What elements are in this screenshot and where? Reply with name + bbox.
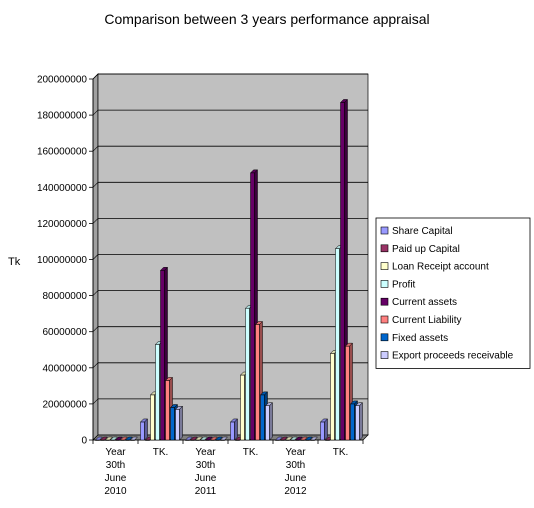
gridline-side — [92, 362, 99, 369]
legend-swatch — [380, 351, 389, 359]
bar — [219, 436, 229, 441]
bar — [119, 436, 129, 441]
legend-entry: Current Liability — [392, 315, 461, 326]
gridline-side — [92, 182, 99, 188]
legend: Share Capital Paid up Capital Loan Receipt… — [375, 217, 531, 369]
legend-entry: Current assets — [392, 297, 457, 308]
bar — [199, 436, 209, 441]
y-tick-label: 0 — [81, 436, 87, 447]
legend-swatch — [380, 315, 389, 324]
legend-swatch — [380, 280, 389, 288]
y-tick-label: 20000000 — [43, 399, 88, 410]
bar — [299, 436, 309, 441]
bar — [109, 436, 119, 441]
legend-swatch — [380, 226, 389, 235]
x-tick-label: TK. — [333, 447, 349, 458]
x-tick-label: TK. — [153, 447, 169, 458]
bar — [284, 436, 294, 441]
gridline-side — [92, 145, 99, 152]
bar — [289, 436, 299, 441]
chart-title: Comparison between 3 years performance a… — [104, 11, 429, 27]
y-axis-label: Tk — [8, 256, 21, 268]
bar — [214, 436, 224, 441]
y-tick-label: 120000000 — [37, 219, 87, 230]
bar — [264, 402, 274, 441]
bar — [294, 436, 304, 441]
y-tick-label: 180000000 — [37, 111, 87, 122]
bar — [139, 418, 149, 441]
bar — [309, 436, 319, 441]
x-tick-label: Year 30th June 2010 — [104, 447, 127, 497]
bar — [274, 436, 284, 441]
bar — [124, 436, 134, 441]
plot-area: 0 20000000 40000000 60000000 80000000 1000000… — [37, 73, 369, 497]
legend-entry: Export proceeds receivable — [392, 351, 514, 362]
bar — [129, 436, 139, 441]
bar — [104, 436, 114, 441]
legend-box — [375, 217, 531, 369]
bar — [304, 436, 314, 441]
gridline-side — [92, 398, 99, 405]
legend-entry: Fixed assets — [392, 333, 448, 344]
legend-entry: Loan Receipt account — [392, 262, 489, 273]
y-tick-label: 100000000 — [37, 255, 87, 266]
gridline-side — [92, 290, 99, 296]
x-tick-label: Year 30th June 2011 — [195, 447, 217, 497]
y-tick-label: 80000000 — [43, 291, 88, 302]
bar — [194, 436, 204, 441]
gridline-side — [92, 326, 99, 332]
gridline-side — [92, 109, 99, 116]
legend-entry: Profit — [392, 279, 416, 290]
gridline-side — [92, 218, 99, 224]
bar — [114, 436, 124, 441]
legend-entry: Paid up Capital — [392, 244, 460, 255]
legend-swatch — [380, 244, 389, 253]
y-tick-label: 160000000 — [37, 147, 87, 158]
gridline-side — [92, 254, 99, 260]
bar — [209, 436, 219, 441]
bar — [204, 436, 214, 441]
bar — [354, 402, 364, 441]
legend-swatch — [380, 297, 389, 306]
bar — [99, 436, 109, 441]
legend-swatch — [380, 333, 389, 342]
legend-entry: Share Capital — [392, 226, 453, 237]
y-tick-label: 200000000 — [37, 75, 87, 86]
bar — [229, 418, 239, 441]
bar — [94, 436, 104, 441]
y-tick-label: 40000000 — [43, 363, 88, 374]
legend-swatch — [380, 262, 389, 270]
bar — [174, 405, 184, 441]
x-tick-label: Year 30th June 2012 — [284, 447, 307, 497]
y-tick-label: 60000000 — [43, 327, 88, 338]
bar — [319, 418, 329, 441]
gridline-side — [92, 73, 99, 80]
x-tick-label: TK. — [243, 447, 259, 458]
bar — [184, 436, 194, 441]
bar — [279, 436, 289, 441]
bar — [189, 436, 199, 441]
y-tick-label: 140000000 — [37, 183, 87, 194]
